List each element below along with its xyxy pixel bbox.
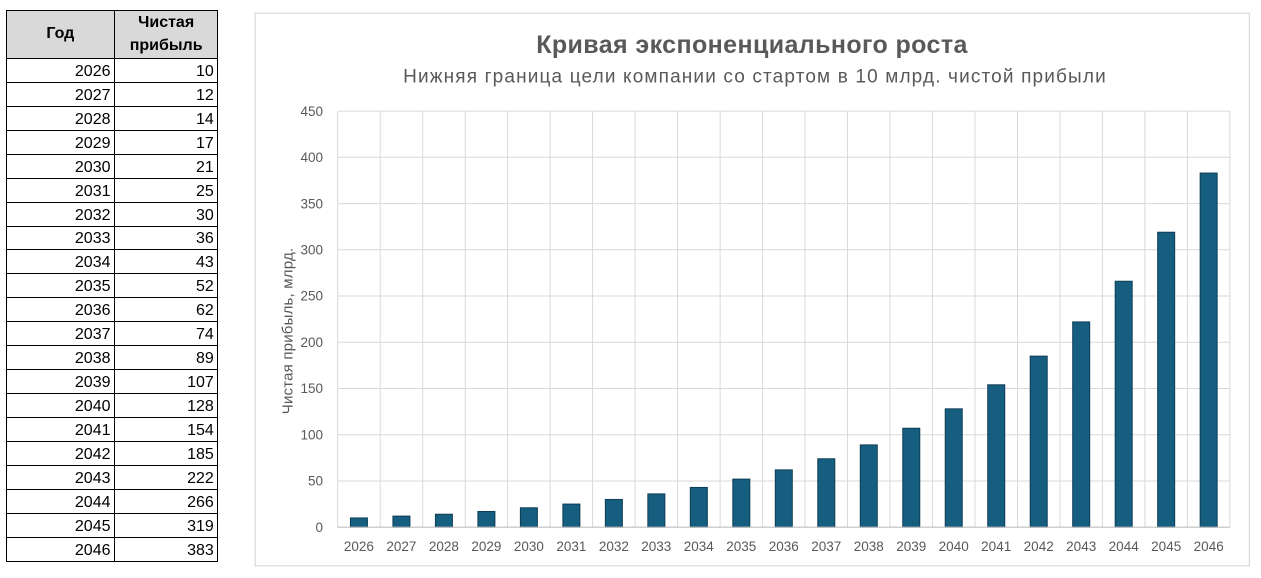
svg-text:2040: 2040 bbox=[939, 539, 969, 554]
svg-text:Нижняя граница цели компании с: Нижняя граница цели компании со стартом … bbox=[403, 67, 1107, 88]
svg-text:2030: 2030 bbox=[514, 539, 544, 554]
svg-text:2036: 2036 bbox=[769, 539, 799, 554]
svg-text:2033: 2033 bbox=[641, 539, 671, 554]
svg-text:Чистая прибыль, млрд.: Чистая прибыль, млрд. bbox=[280, 248, 297, 415]
svg-text:450: 450 bbox=[300, 104, 323, 119]
svg-text:2032: 2032 bbox=[599, 539, 629, 554]
svg-text:2044: 2044 bbox=[1109, 539, 1140, 554]
svg-text:2027: 2027 bbox=[386, 539, 416, 554]
svg-text:2041: 2041 bbox=[981, 539, 1011, 554]
svg-text:400: 400 bbox=[300, 150, 323, 165]
svg-text:Кривая экспоненциального роста: Кривая экспоненциального роста bbox=[536, 31, 968, 59]
svg-text:0: 0 bbox=[315, 520, 323, 535]
svg-text:200: 200 bbox=[300, 335, 323, 350]
svg-text:2039: 2039 bbox=[896, 539, 926, 554]
svg-text:2031: 2031 bbox=[556, 539, 586, 554]
svg-text:250: 250 bbox=[300, 289, 323, 304]
svg-text:2038: 2038 bbox=[854, 539, 884, 554]
svg-text:2028: 2028 bbox=[429, 539, 459, 554]
svg-text:350: 350 bbox=[300, 196, 323, 211]
svg-text:50: 50 bbox=[308, 474, 323, 489]
svg-text:2034: 2034 bbox=[684, 539, 715, 554]
svg-text:2042: 2042 bbox=[1024, 539, 1054, 554]
svg-text:300: 300 bbox=[300, 243, 323, 258]
svg-text:2045: 2045 bbox=[1151, 539, 1181, 554]
svg-text:100: 100 bbox=[300, 427, 323, 442]
svg-text:2046: 2046 bbox=[1194, 539, 1224, 554]
svg-text:2035: 2035 bbox=[726, 539, 756, 554]
svg-text:2029: 2029 bbox=[471, 539, 501, 554]
svg-text:2043: 2043 bbox=[1066, 539, 1096, 554]
svg-text:150: 150 bbox=[300, 381, 323, 396]
svg-text:2026: 2026 bbox=[344, 539, 374, 554]
svg-text:2037: 2037 bbox=[811, 539, 841, 554]
